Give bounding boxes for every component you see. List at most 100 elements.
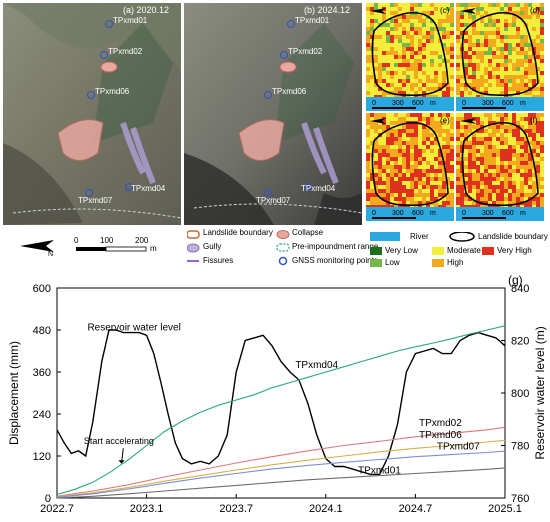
- mini-scale-tick: 600: [502, 210, 514, 217]
- y-tick-label: 480: [33, 325, 51, 337]
- panel-a: (a) 2020.12 TPxmd01 TPxmd02 TPxmd06 TPxm…: [3, 3, 181, 225]
- susceptibility-map-e: 0 300 600 m (e): [366, 113, 454, 221]
- legend-collapse: Collapse: [292, 228, 324, 237]
- gnss-marker-icon: [125, 183, 133, 191]
- x-tick-label: 2025.1: [488, 503, 522, 515]
- gnss-marker-icon: [100, 51, 108, 59]
- legend-gnss: GNSS monitoring points: [292, 256, 378, 265]
- panel-label-b: (b) 2024.12: [303, 5, 350, 15]
- north-arrow-icon: [460, 118, 476, 124]
- y2-tick-label: 800: [511, 388, 529, 400]
- boundary-swatch: [449, 232, 475, 242]
- gnss-marker-icon: [287, 20, 295, 28]
- station-label: TPxmd01: [295, 16, 330, 25]
- north-arrow-icon: [370, 118, 386, 124]
- legend-river: River: [410, 232, 429, 241]
- legend-high: High: [447, 258, 464, 267]
- y-tick-label: 120: [33, 451, 51, 463]
- mini-scale-tick: 300: [482, 210, 494, 217]
- plot-frame: [56, 287, 506, 499]
- panel-label-a: (a) 2020.12: [122, 5, 169, 15]
- series-line-tpxmd06: [56, 439, 506, 498]
- y-tick-label: 360: [33, 367, 51, 379]
- legend-very-low: Very Low: [385, 246, 418, 255]
- mini-scale-tick: 300: [482, 100, 494, 107]
- mini-scale-tick: 600: [412, 100, 424, 107]
- series-label: TPxmd06: [419, 430, 462, 441]
- very-high-swatch: [482, 247, 494, 255]
- mini-scale-unit: m: [520, 210, 526, 217]
- panel-label-c: (c): [440, 6, 450, 15]
- river-swatch: [370, 232, 400, 241]
- legend-pre-impoundment: Pre-impoundment range: [292, 242, 379, 251]
- y2-axis-label: Reservoir water level (m): [533, 326, 547, 459]
- mini-scale-tick: 0: [462, 210, 466, 217]
- station-label: TPxmd07: [78, 196, 113, 205]
- series-label: TPxmd02: [419, 418, 462, 429]
- satellite-image-b: [184, 3, 362, 225]
- map-legend-symbols: [187, 230, 290, 266]
- station-label: TPxmd02: [108, 47, 143, 56]
- y2-tick-label: 840: [511, 283, 529, 295]
- x-tick-label: 2024.1: [309, 503, 343, 515]
- station-label: TPxmd04: [301, 184, 336, 193]
- legend-very-high: Very High: [497, 246, 532, 255]
- series-label: TPxmd04: [295, 360, 338, 371]
- station-label: TPxmd06: [272, 87, 307, 96]
- y2-tick-label: 820: [511, 336, 529, 348]
- gnss-swatch-icon: [278, 256, 288, 266]
- legend-boundary: Landslide boundary: [478, 232, 548, 241]
- series-label: TPxmd07: [437, 442, 480, 453]
- moderate-swatch: [432, 247, 444, 255]
- north-arrow-icon: [460, 8, 476, 14]
- gnss-marker-icon: [105, 20, 113, 28]
- start-accelerating-annotation: Start accelerating: [84, 436, 154, 446]
- mini-scale-bar: [462, 107, 506, 109]
- y-tick-label: 240: [33, 409, 51, 421]
- gully-swatch: [187, 243, 200, 253]
- mini-scale-unit: m: [430, 100, 436, 107]
- series-label: TPxmd01: [358, 466, 401, 477]
- collapse-swatch: [276, 230, 290, 239]
- gnss-marker-icon: [264, 189, 272, 197]
- x-tick-label: 2023.1: [130, 503, 164, 515]
- legend-landslide-boundary: Landslide boundary: [203, 228, 273, 237]
- y2-tick-label: 760: [511, 493, 529, 505]
- susceptibility-map-d: 0 300 600 m (d): [456, 3, 544, 111]
- panel-label-d: (d): [530, 6, 540, 15]
- station-label: TPxmd06: [95, 87, 130, 96]
- y-tick-label: 600: [33, 283, 51, 295]
- series-line-tpxmd01: [56, 467, 506, 499]
- very-low-swatch: [370, 247, 382, 255]
- panel-label-e: (e): [440, 116, 450, 125]
- raster-legend-symbols: [370, 232, 494, 267]
- gnss-marker-icon: [304, 183, 312, 191]
- annotation-arrow-icon: [118, 460, 125, 464]
- mini-scale-tick: 0: [372, 210, 376, 217]
- legend-low: Low: [385, 258, 400, 267]
- mini-scale-unit: m: [520, 100, 526, 107]
- mini-scale-bar: [372, 107, 416, 109]
- scale-tick: 100: [100, 236, 114, 245]
- high-swatch: [432, 259, 444, 267]
- mini-scale-tick: 600: [412, 210, 424, 217]
- y-tick-label: 0: [45, 493, 51, 505]
- station-label: TPxmd07: [256, 196, 291, 205]
- scale-tick: 200: [135, 236, 149, 245]
- series-line-reservoir-water-level: [56, 329, 506, 476]
- landslide-boundary: [461, 121, 539, 207]
- susceptibility-map-f: 0 300 600 m (f): [456, 113, 544, 221]
- landslide-boundary: [371, 11, 449, 97]
- station-label: TPxmd04: [131, 184, 166, 193]
- landslide-boundary: [371, 121, 449, 207]
- series-line-tpxmd04: [56, 325, 506, 496]
- y2-tick-label: 780: [511, 441, 529, 453]
- y-axis-label: Displacement (mm): [7, 341, 21, 445]
- legend-fissures: Fissures: [203, 256, 234, 265]
- mini-scale-tick: 0: [462, 100, 466, 107]
- low-swatch: [370, 259, 382, 267]
- series-line-tpxmd02: [56, 426, 506, 497]
- gnss-marker-icon: [85, 189, 93, 197]
- legend-moderate: Moderate: [447, 246, 481, 255]
- pre-impoundment-swatch: [276, 243, 290, 252]
